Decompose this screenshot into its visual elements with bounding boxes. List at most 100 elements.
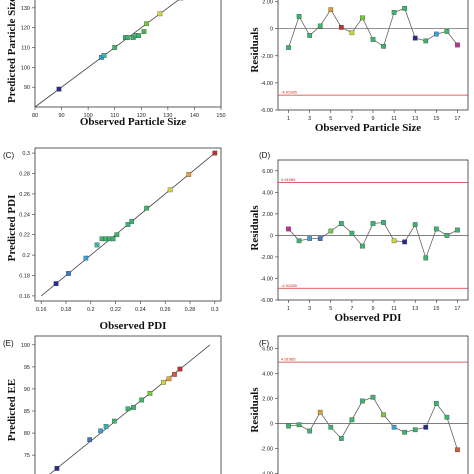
data-point [94,242,100,248]
x-tick-label: 130 [163,113,172,119]
data-point [131,405,136,410]
data-point [101,53,107,58]
residual-point [328,7,334,13]
residual-point [338,436,344,441]
data-point [125,406,131,412]
residual-point [444,29,450,34]
residual-point [360,243,365,249]
y-tick-label: -4.00 [260,81,273,87]
data-point [147,391,153,396]
y-tick-label: 0.22 [19,233,30,239]
panel-1: Observed Particle Size Predicted Particle… [6,0,226,128]
x-tick-label: 15 [433,116,439,122]
data-point [66,271,71,276]
y-tick-label: -2.00 [260,54,273,60]
reference-line-label: 4.91085 [281,357,296,362]
y-tick-label: 4.00 [262,190,273,196]
residual-point [370,394,376,400]
plot-frame [277,159,469,301]
y-axis-title: Residuals [249,27,261,73]
residual-point [444,233,450,238]
x-tick-label: 13 [412,116,418,122]
residual-point [391,424,397,430]
residual-point [360,398,365,404]
residual-point [433,226,439,232]
y-tick-label: 100 [21,343,30,349]
data-point [54,466,60,471]
residual-point [307,428,313,434]
data-point [144,205,149,211]
y-tick-label: 85 [24,409,30,415]
y-axis-title: Residuals [249,205,261,251]
x-tick-label: 0.28 [185,307,196,313]
residual-point [423,255,429,261]
residual-point [349,30,355,36]
y-axis-title: Residuals [249,387,261,433]
x-tick-label: 0.24 [135,307,146,313]
x-tick-label: 0.2 [87,307,95,313]
y-tick-label: 0 [270,233,273,239]
x-tick-label: 5 [329,306,332,312]
data-point [141,29,147,34]
residual-point [381,412,386,418]
x-tick-label: 0.26 [160,307,171,313]
data-point [98,428,103,434]
x-tick-label: 7 [350,306,353,312]
panel-5: (E)Predicted EE707580859095100 [3,335,222,474]
plot-frame [34,335,222,474]
x-tick-label: 17 [454,306,460,312]
y-tick-label: 6.00 [262,169,273,175]
data-point [167,187,173,193]
data-point [144,21,149,27]
data-point [112,45,118,50]
x-axis-title: Observed Particle Size [80,116,186,128]
x-tick-label: 1 [287,306,290,312]
residual-line [288,222,458,260]
data-point [177,366,183,372]
residual-point [402,429,408,435]
residual-point [317,409,323,415]
panel-label: (D) [259,151,270,160]
y-tick-label: -2.00 [260,447,273,453]
panel-3: (C) Observed PDI Predicted PDI 0.16 0.18 0.2 0… [3,147,222,332]
x-tick-label: 0.18 [61,307,72,313]
reference-line-label: -4.91085 [281,90,298,95]
y-tick-label: 100 [21,65,30,71]
x-tick-label: 90 [59,113,65,119]
residual-point [360,15,365,21]
data-point [161,379,166,385]
y-tick-label: -2.00 [260,255,273,261]
y-tick-label: -6.00 [260,298,273,304]
residual-point [433,401,439,406]
reference-line-label: 4.91085 [281,177,296,182]
residual-point [286,423,291,429]
panel-label: (F) [259,339,270,348]
x-axis-title: Observed PDI [335,312,402,324]
data-point [125,35,131,40]
x-tick-label: 9 [371,306,374,312]
residual-point [412,35,418,41]
residual-point [338,24,344,30]
y-tick-label: 0.18 [19,274,30,280]
data-point [136,33,141,38]
x-tick-label: 140 [190,113,199,119]
panel-label: (E) [3,339,14,348]
y-tick-label: 0.2 [22,253,30,259]
data-point [111,418,117,424]
y-tick-label: 2.00 [262,0,273,6]
panel-6: (F) Residuals 6.00 4.00 2.00 0 -2.00 -4.00 4.910… [249,335,469,474]
y-axis-title: Predicted PDI [6,195,18,262]
y-tick-label: 120 [21,26,30,32]
data-point [157,11,163,17]
plot-frame [34,0,222,108]
data-point [114,232,120,238]
x-tick-label: 11 [391,306,397,312]
y-tick-label: 75 [24,453,30,459]
x-tick-label: 0.16 [36,307,47,313]
y-tick-label: 0 [270,422,273,428]
residual-point [381,43,386,49]
y-tick-label: -4.00 [260,472,273,474]
x-tick-label: 1 [287,116,290,122]
